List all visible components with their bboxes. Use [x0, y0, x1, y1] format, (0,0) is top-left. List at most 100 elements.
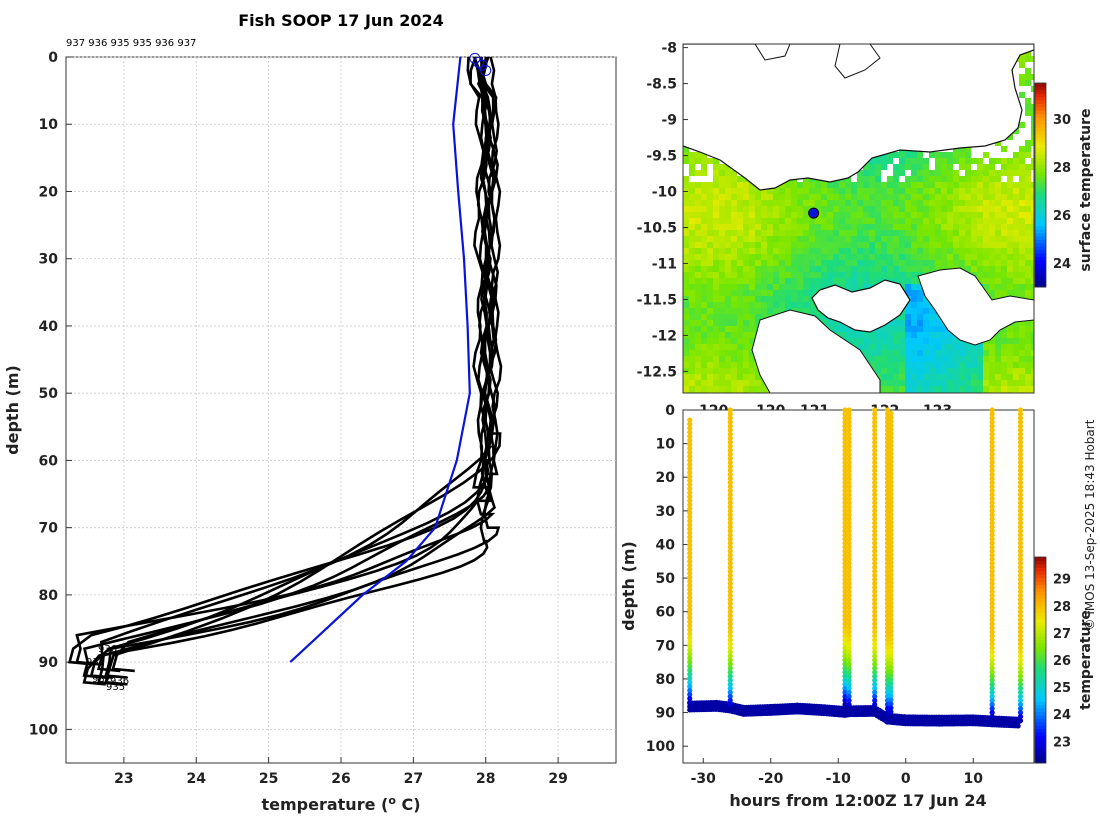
map-sst-cell	[1031, 380, 1034, 386]
map-sst-cell	[803, 242, 809, 248]
timedepth-cast-point	[888, 527, 894, 533]
map-sst-cell	[695, 326, 701, 332]
map-sst-cell	[875, 272, 881, 278]
map-sst-cell	[701, 386, 707, 392]
timedepth-cast-point	[1017, 605, 1024, 611]
map-sst-cell	[911, 254, 917, 260]
map-sst-cell	[725, 182, 731, 188]
timedepth-cast-point	[687, 574, 693, 581]
timedepth-cast-point	[989, 488, 995, 494]
timedepth-cast-point	[846, 471, 852, 478]
timedepth-cast-point	[1017, 471, 1024, 478]
profile-panel: Fish SOOP 17 Jun 2024 937 936 935 935 93…	[3, 11, 617, 814]
map-sst-cell	[965, 230, 971, 236]
timedepth-cast-point	[846, 496, 852, 502]
map-sst-cell	[971, 362, 977, 368]
timedepth-cast-point	[846, 439, 852, 445]
timedepth-cast-point	[989, 617, 995, 623]
map-sst-cell	[893, 224, 899, 230]
map-sst-cell	[935, 224, 941, 230]
map-sst-cell	[977, 158, 983, 164]
map-sst-cell	[845, 200, 851, 206]
timedepth-cast-point	[888, 523, 894, 529]
map-sst-cell	[839, 254, 845, 260]
map-sst-cell	[731, 380, 737, 386]
map-sst-cell	[989, 254, 995, 260]
map-sst-cell	[755, 386, 761, 392]
map-sst-cell	[899, 320, 905, 326]
map-sst-cell	[749, 302, 755, 308]
map-sst-cell	[929, 362, 935, 368]
map-sst-cell	[935, 206, 941, 212]
map-sst-cell	[719, 194, 725, 200]
map-sst-cell	[731, 356, 737, 362]
map-sst-cell	[935, 152, 941, 158]
map-colorbar-cell	[1035, 181, 1046, 186]
map-sst-cell	[953, 230, 959, 236]
timedepth-cast-point	[888, 455, 894, 461]
map-sst-cell	[929, 332, 935, 338]
timedepth-cast-point	[989, 580, 995, 587]
map-sst-cell	[1025, 164, 1031, 170]
timedepth-cast-point	[842, 532, 848, 538]
map-sst-cell	[695, 158, 701, 164]
map-sst-cell	[917, 182, 923, 188]
map-sst-cell	[725, 380, 731, 386]
timedepth-y-tick-label: 10	[656, 437, 676, 453]
timedepth-cast-point	[687, 473, 693, 480]
map-sst-cell	[977, 230, 983, 236]
map-sst-cell	[845, 194, 851, 200]
timedepth-y-tick-label: 40	[656, 537, 676, 553]
map-sst-cell	[1025, 386, 1031, 392]
map-sst-cell	[821, 224, 827, 230]
map-sst-cell	[1031, 134, 1034, 140]
timedepth-cast-point	[989, 500, 995, 506]
map-sst-cell	[935, 314, 941, 320]
timedepth-cast-point	[1017, 484, 1024, 490]
map-sst-cell	[689, 194, 695, 200]
timedepth-cast-point	[872, 572, 878, 579]
map-sst-cell	[971, 188, 977, 194]
map-sst-cell	[713, 266, 719, 272]
timedepth-cast-point	[846, 580, 852, 587]
timedepth-cast-point	[888, 672, 894, 679]
map-sst-cell	[743, 242, 749, 248]
map-sst-cell	[935, 188, 941, 194]
timedepth-cast-point	[1017, 548, 1024, 554]
map-sst-cell	[953, 374, 959, 380]
map-sst-cell	[911, 368, 917, 374]
map-sst-cell	[725, 266, 731, 272]
map-sst-cell	[749, 218, 755, 224]
map-sst-cell	[725, 308, 731, 314]
map-sst-cell	[869, 242, 875, 248]
map-sst-cell	[989, 374, 995, 380]
map-sst-cell	[725, 290, 731, 296]
map-sst-cell	[1025, 110, 1031, 116]
map-sst-cell	[845, 254, 851, 260]
map-y-tick-label: -12.5	[637, 364, 677, 380]
map-sst-cell	[845, 242, 851, 248]
map-sst-cell	[719, 320, 725, 326]
timedepth-cast-point	[888, 475, 894, 481]
map-sst-cell	[869, 158, 875, 164]
timedepth-cast-point	[842, 411, 848, 417]
map-sst-cell	[857, 248, 863, 254]
map-sst-cell	[863, 170, 869, 176]
map-sst-cell	[911, 362, 917, 368]
map-sst-cell	[917, 338, 923, 344]
map-sst-cell	[1013, 380, 1019, 386]
map-sst-cell	[737, 284, 743, 290]
map-sst-cell	[1001, 362, 1007, 368]
map-sst-cell	[899, 338, 905, 344]
map-sst-cell	[767, 200, 773, 206]
map-sst-cell	[731, 242, 737, 248]
map-sst-cell	[713, 338, 719, 344]
map-sst-cell	[887, 248, 893, 254]
timedepth-cast-point	[846, 548, 852, 554]
map-sst-cell	[713, 170, 719, 176]
timedepth-cast-point	[989, 588, 995, 595]
map-sst-cell	[905, 272, 911, 278]
map-sst-cell	[995, 344, 1001, 350]
map-sst-cell	[881, 326, 887, 332]
